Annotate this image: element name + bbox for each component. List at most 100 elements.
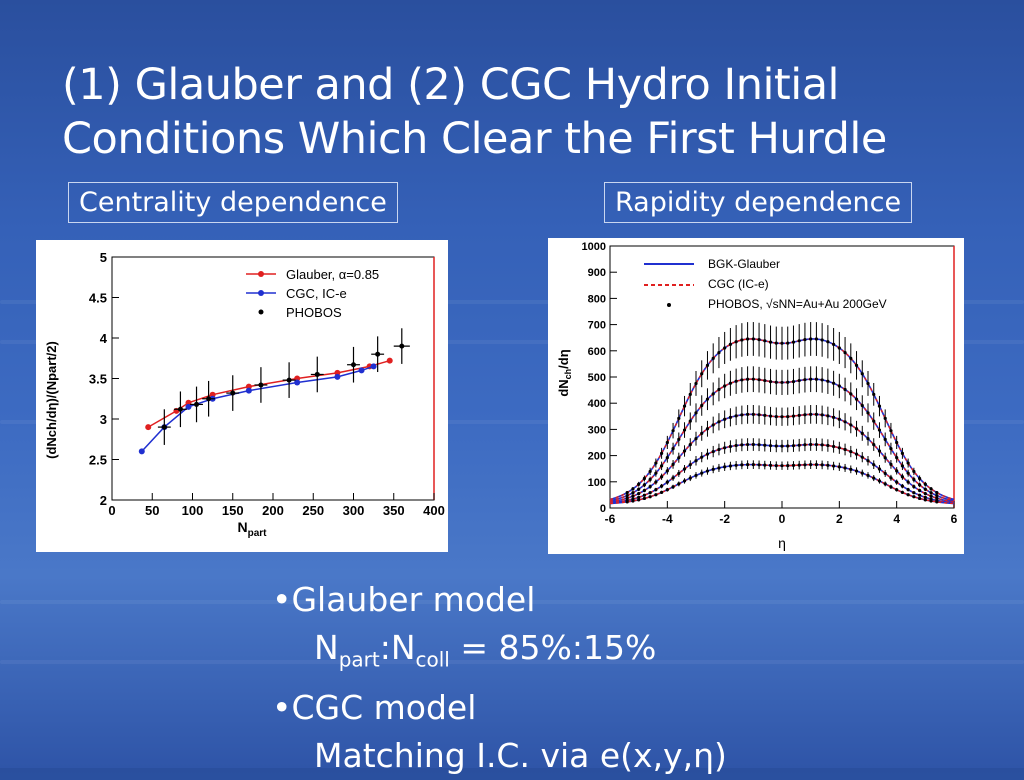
data-point xyxy=(820,378,824,382)
rapidity-chart-panel: dNch/dη η -6 -4 -2 0 2 4 6 0 100 200 300 400 500 600 7… xyxy=(548,238,964,554)
data-point xyxy=(786,415,790,419)
data-point xyxy=(637,492,641,496)
data-point xyxy=(677,471,681,476)
x-axis-label: Npart xyxy=(237,519,267,539)
data-point xyxy=(837,384,841,388)
data-point xyxy=(803,378,807,382)
data-point xyxy=(746,442,750,447)
data-point xyxy=(660,490,664,494)
rapidity-chart: dNch/dη η -6 -4 -2 0 2 4 6 0 100 200 300 400 500 600 7… xyxy=(556,241,958,551)
data-point xyxy=(797,413,801,417)
data-point xyxy=(757,378,761,382)
data-point xyxy=(791,463,796,468)
data-point xyxy=(814,337,818,341)
data-point xyxy=(809,442,813,447)
data-point xyxy=(780,415,784,419)
data-point xyxy=(837,465,841,469)
data-point xyxy=(757,443,761,447)
data-point xyxy=(786,444,790,448)
data-point xyxy=(900,484,904,488)
x-tick-label: 250 xyxy=(302,503,324,518)
data-point xyxy=(768,414,773,418)
centrality-label: Centrality dependence xyxy=(68,182,398,223)
data-point xyxy=(677,482,681,486)
data-point xyxy=(843,466,847,470)
data-point xyxy=(866,437,870,441)
data-point xyxy=(700,471,704,475)
data-point xyxy=(194,401,200,407)
data-point xyxy=(906,493,910,497)
data-point xyxy=(820,413,824,417)
legend-marker xyxy=(258,309,264,315)
data-point xyxy=(866,473,870,478)
data-point xyxy=(700,372,704,376)
series-point xyxy=(138,448,145,455)
data-point xyxy=(820,463,824,467)
data-point xyxy=(900,451,904,455)
y-axis-label: dNch/dη xyxy=(556,349,573,396)
data-point xyxy=(631,494,635,498)
data-point xyxy=(900,475,904,479)
data-point xyxy=(711,467,715,471)
data-point xyxy=(843,420,847,424)
data-point xyxy=(688,419,692,423)
data-point xyxy=(895,469,899,473)
data-point xyxy=(768,340,773,344)
y-tick-label: 3 xyxy=(100,412,107,427)
data-point xyxy=(854,363,859,367)
series-point xyxy=(145,424,152,431)
series-point xyxy=(370,363,377,370)
x-tick-label: 400 xyxy=(423,503,445,518)
data-point xyxy=(889,485,893,489)
data-point xyxy=(826,414,830,418)
data-point xyxy=(746,337,750,341)
data-point xyxy=(803,338,807,342)
data-point xyxy=(814,463,818,467)
data-point xyxy=(642,496,646,501)
data-point xyxy=(774,444,778,448)
data-point xyxy=(751,442,755,447)
data-point xyxy=(177,406,183,412)
data-point xyxy=(900,490,904,494)
data-point xyxy=(803,443,807,447)
data-point xyxy=(625,493,629,498)
data-point xyxy=(918,476,922,481)
data-point xyxy=(832,342,836,346)
y-tick-label: 4.5 xyxy=(89,291,107,306)
data-point xyxy=(860,403,864,408)
data-point xyxy=(791,444,796,448)
series-point xyxy=(334,373,341,380)
data-point xyxy=(717,387,721,392)
data-point xyxy=(866,411,870,415)
data-point xyxy=(671,447,675,451)
y-tick-label: 300 xyxy=(588,424,606,436)
data-point xyxy=(872,442,876,447)
data-point xyxy=(642,493,646,497)
data-point xyxy=(918,483,922,487)
legend-label: PHOBOS xyxy=(286,305,342,320)
data-point xyxy=(935,496,939,500)
data-point xyxy=(774,341,778,345)
data-point xyxy=(734,414,738,418)
title-line-2: Conditions Which Clear the First Hurdle xyxy=(62,114,887,164)
data-point xyxy=(671,485,675,489)
data-point xyxy=(872,476,876,480)
y-tick-label: 100 xyxy=(588,477,606,489)
data-point xyxy=(809,377,813,381)
data-point xyxy=(694,381,698,386)
data-point xyxy=(682,479,687,483)
data-point xyxy=(866,459,870,463)
data-point xyxy=(700,455,704,459)
x-tick-label: -2 xyxy=(719,512,730,526)
data-point xyxy=(665,480,669,484)
data-point xyxy=(694,437,698,441)
data-point xyxy=(814,377,818,381)
data-point xyxy=(872,463,876,467)
data-point xyxy=(642,476,646,481)
x-tick-label: -4 xyxy=(662,512,673,526)
data-point xyxy=(814,412,818,417)
data-point xyxy=(860,431,864,435)
data-point xyxy=(895,488,899,492)
data-point xyxy=(832,444,836,449)
data-point xyxy=(677,416,681,420)
